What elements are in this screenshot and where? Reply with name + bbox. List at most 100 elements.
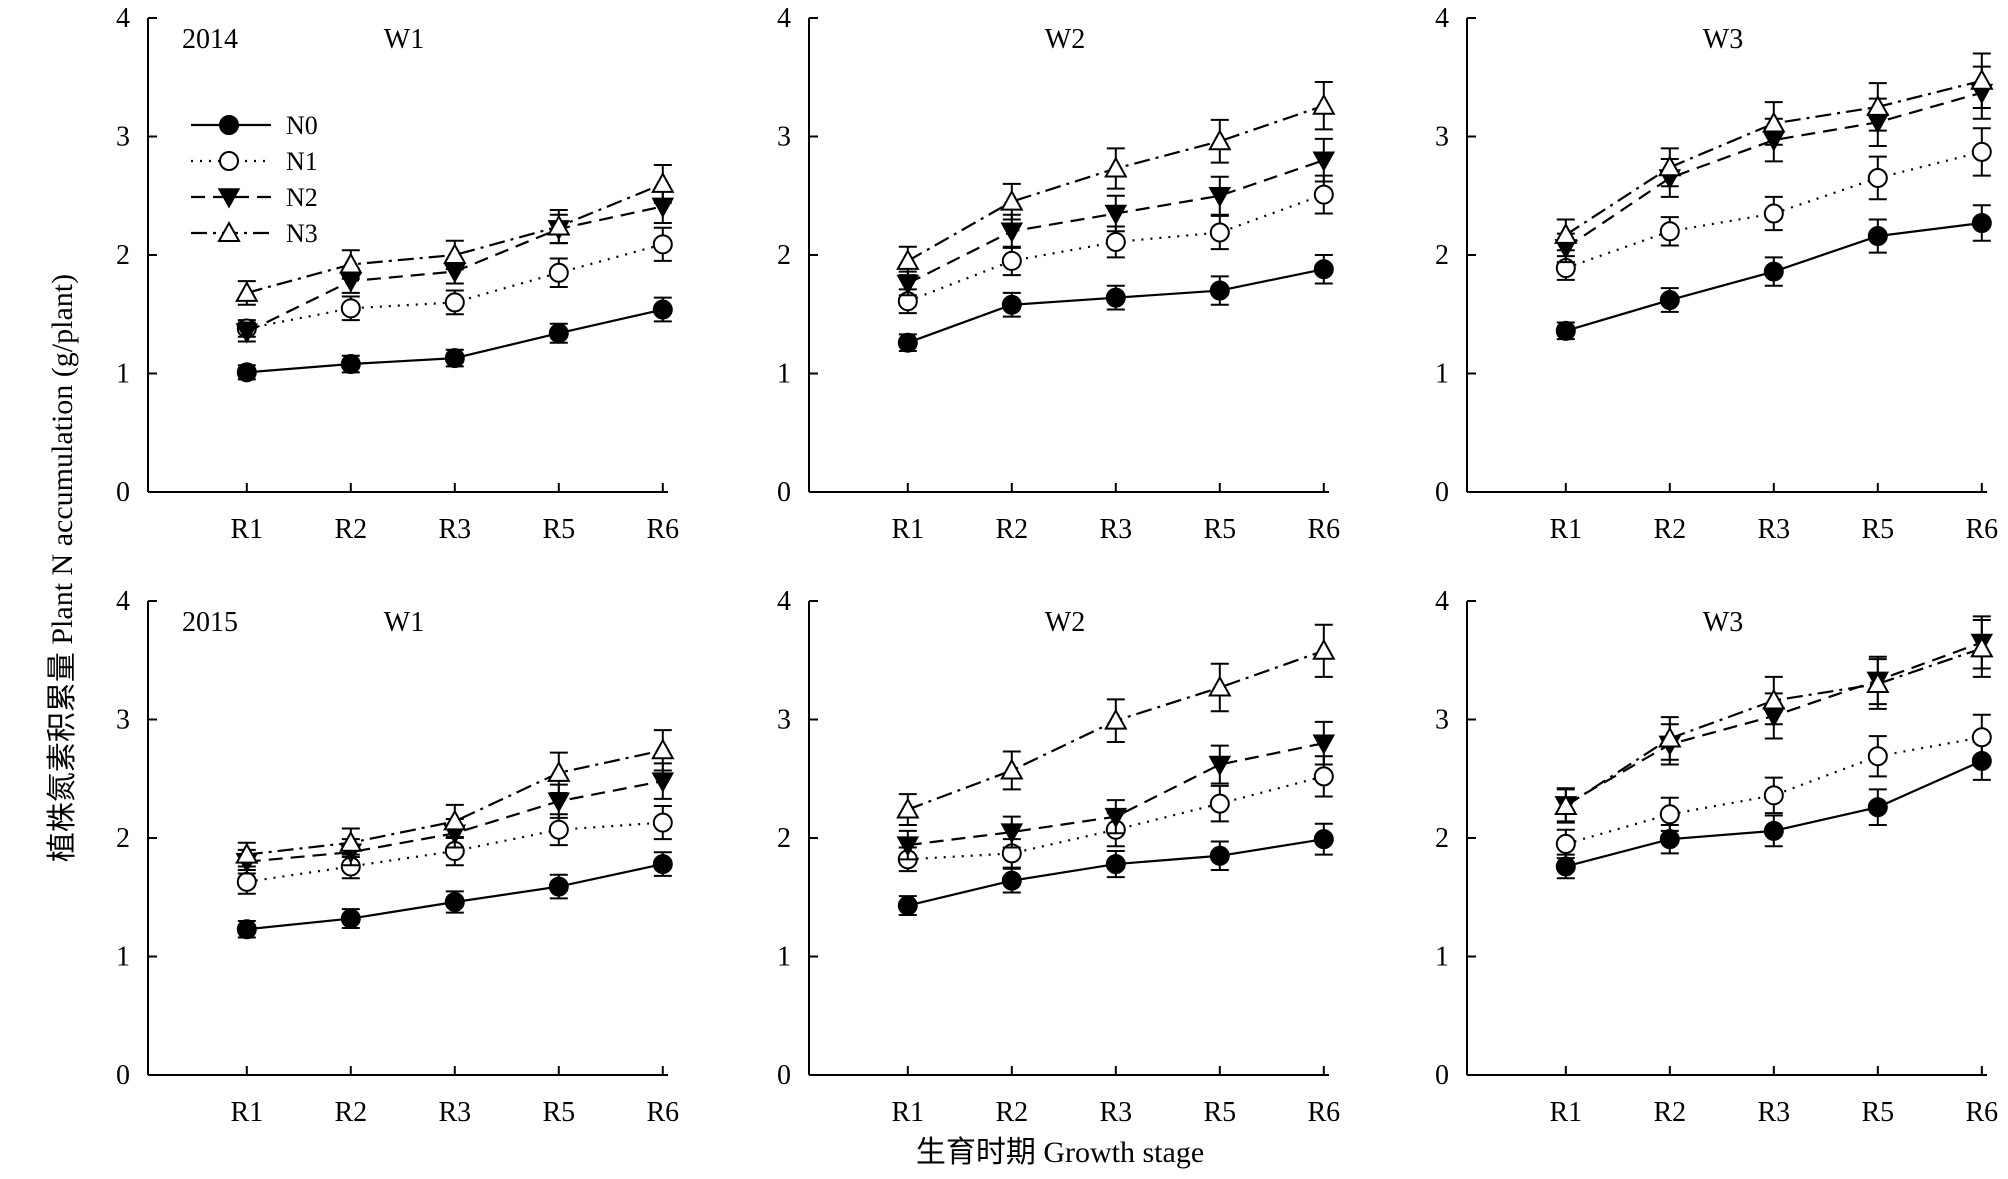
y-tick-label: 1: [777, 942, 791, 973]
x-tick-label: R1: [891, 1097, 924, 1128]
series-N0: [897, 254, 1334, 353]
legend-label: N0: [286, 111, 318, 140]
data-point: [1000, 758, 1024, 780]
data-point: [896, 836, 920, 857]
y-tick-label: 2: [777, 240, 791, 271]
data-point: [896, 274, 920, 295]
data-point: [235, 842, 259, 864]
x-tick-label: R5: [1861, 514, 1894, 545]
data-point: [1971, 727, 1992, 748]
chart-panel-4: 0 1 2 3 4 R1 R2 R3 R5 R6 2015 W1: [116, 586, 679, 1128]
x-tick-label: R5: [542, 514, 575, 545]
y-tick-label: 4: [777, 586, 791, 617]
panel-title: W1: [384, 24, 424, 55]
x-tick-label: R2: [1653, 514, 1686, 545]
x-tick-label: R5: [1203, 514, 1236, 545]
series-line: [1565, 91, 1983, 249]
data-point: [1313, 829, 1334, 850]
data-point: [236, 871, 257, 892]
x-tick-label: R6: [1307, 1097, 1340, 1128]
data-point: [235, 280, 259, 302]
data-point: [1209, 280, 1230, 301]
data-point: [1001, 294, 1022, 315]
legend-marker: [217, 220, 241, 242]
data-point: [548, 262, 569, 283]
x-tick-label: R5: [1861, 1097, 1894, 1128]
data-point: [340, 908, 361, 929]
data-point: [1104, 807, 1128, 829]
y-tick-label: 1: [1435, 359, 1449, 390]
data-point: [444, 292, 465, 313]
series-line: [246, 182, 664, 294]
data-point: [652, 854, 673, 875]
data-point: [651, 171, 675, 193]
y-tick-label: 0: [1435, 1060, 1449, 1091]
y-tick-label: 4: [777, 3, 791, 34]
series-line: [1565, 647, 1983, 807]
data-point: [896, 248, 920, 270]
x-tick-label: R3: [438, 514, 471, 545]
series-N1: [897, 174, 1334, 315]
data-point: [340, 354, 361, 375]
x-axis-title: 生育时期 Growth stage: [916, 1136, 1204, 1169]
legend: N0 N1 N2 N3: [191, 111, 318, 248]
data-point: [1659, 829, 1680, 850]
legend-marker: [219, 151, 239, 171]
data-point: [340, 298, 361, 319]
series-N3: [896, 623, 1336, 826]
data-point: [1313, 259, 1334, 280]
y-tick-label: 1: [777, 359, 791, 390]
data-point: [1209, 793, 1230, 814]
x-tick-label: R3: [1099, 1097, 1132, 1128]
data-point: [1001, 250, 1022, 271]
x-tick-label: R3: [1757, 1097, 1790, 1128]
y-tick-label: 0: [116, 1060, 130, 1091]
data-point: [547, 792, 571, 813]
data-point: [1763, 785, 1784, 806]
legend-marker: [219, 115, 239, 135]
data-point: [1659, 290, 1680, 311]
x-tick-label: R6: [1965, 1097, 1998, 1128]
data-point: [1208, 755, 1232, 777]
data-point: [1208, 187, 1232, 208]
data-point: [1659, 804, 1680, 825]
data-point: [1312, 734, 1336, 755]
series-N2: [896, 137, 1336, 297]
data-point: [236, 919, 257, 940]
data-point: [897, 332, 918, 353]
data-point: [1866, 671, 1890, 693]
data-point: [1763, 820, 1784, 841]
x-tick-label: R6: [1965, 514, 1998, 545]
data-point: [1208, 129, 1232, 151]
data-point: [1971, 213, 1992, 234]
data-point: [1209, 845, 1230, 866]
data-point: [1866, 94, 1890, 116]
x-tick-label: R3: [1757, 514, 1790, 545]
legend-marker: [217, 188, 241, 209]
data-point: [548, 323, 569, 344]
y-tick-label: 2: [116, 240, 130, 271]
data-point: [1104, 156, 1128, 178]
x-tick-label: R2: [1653, 1097, 1686, 1128]
data-point: [1867, 167, 1888, 188]
y-tick-label: 3: [1435, 705, 1449, 736]
data-point: [444, 891, 465, 912]
data-point: [651, 738, 675, 760]
x-tick-label: R1: [1549, 1097, 1582, 1128]
data-point: [548, 876, 569, 897]
y-axis-title: 植株氮素积累量 Plant N accumulation (g/plant): [46, 274, 79, 862]
panel-title: W1: [384, 607, 424, 638]
panel-year: 2014: [182, 24, 238, 55]
data-point: [1000, 189, 1024, 211]
y-tick-label: 1: [1435, 942, 1449, 973]
data-point: [443, 242, 467, 264]
y-tick-label: 4: [116, 586, 130, 617]
data-point: [1867, 797, 1888, 818]
y-tick-label: 2: [777, 823, 791, 854]
data-point: [1554, 222, 1578, 244]
data-point: [1104, 204, 1128, 226]
series-line: [246, 821, 663, 883]
panel-title: W3: [1703, 607, 1743, 638]
data-point: [1209, 222, 1230, 243]
